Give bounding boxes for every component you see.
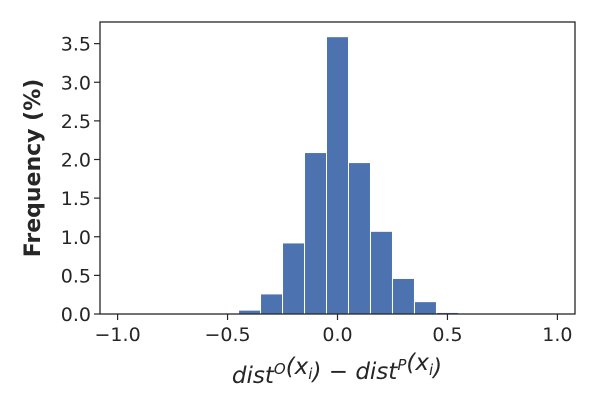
histogram-bar <box>260 293 284 315</box>
x-tick-label: −1.0 <box>95 324 141 346</box>
histogram-bar <box>326 36 349 315</box>
x-tick-label: 0.5 <box>432 324 462 346</box>
y-tick-label: 3.5 <box>61 34 91 56</box>
y-tick-label: 0.0 <box>61 304 91 326</box>
y-tick-label: 1.0 <box>61 227 91 249</box>
bars-group <box>238 36 459 315</box>
y-tick-label: 3.0 <box>61 72 91 94</box>
histogram-bar <box>413 301 437 315</box>
x-tick-label: 0.0 <box>322 324 352 346</box>
histogram-bar <box>391 277 415 315</box>
x-tick-label: −0.5 <box>204 324 250 346</box>
histogram-bar <box>282 242 306 315</box>
y-tick-label: 0.5 <box>61 265 91 287</box>
y-tick-label: 2.0 <box>61 150 91 172</box>
histogram-bar <box>304 152 328 315</box>
histogram-bar <box>369 230 393 315</box>
y-tick-label: 2.5 <box>61 111 91 133</box>
x-tick-label: 1.0 <box>542 324 572 346</box>
histogram-bar <box>347 162 371 315</box>
axes-frame <box>99 21 576 315</box>
x-axis-label: distO(xi) − distP(xi) <box>232 350 442 389</box>
x-axis-ticks: −1.0 −0.5 0.0 0.5 1.0 <box>95 314 573 346</box>
y-axis-ticks: 0.0 0.5 1.0 1.5 2.0 2.5 3.0 3.5 <box>61 34 100 326</box>
y-axis-label: Frequency (%) <box>21 79 46 258</box>
y-tick-label: 1.5 <box>61 188 91 210</box>
